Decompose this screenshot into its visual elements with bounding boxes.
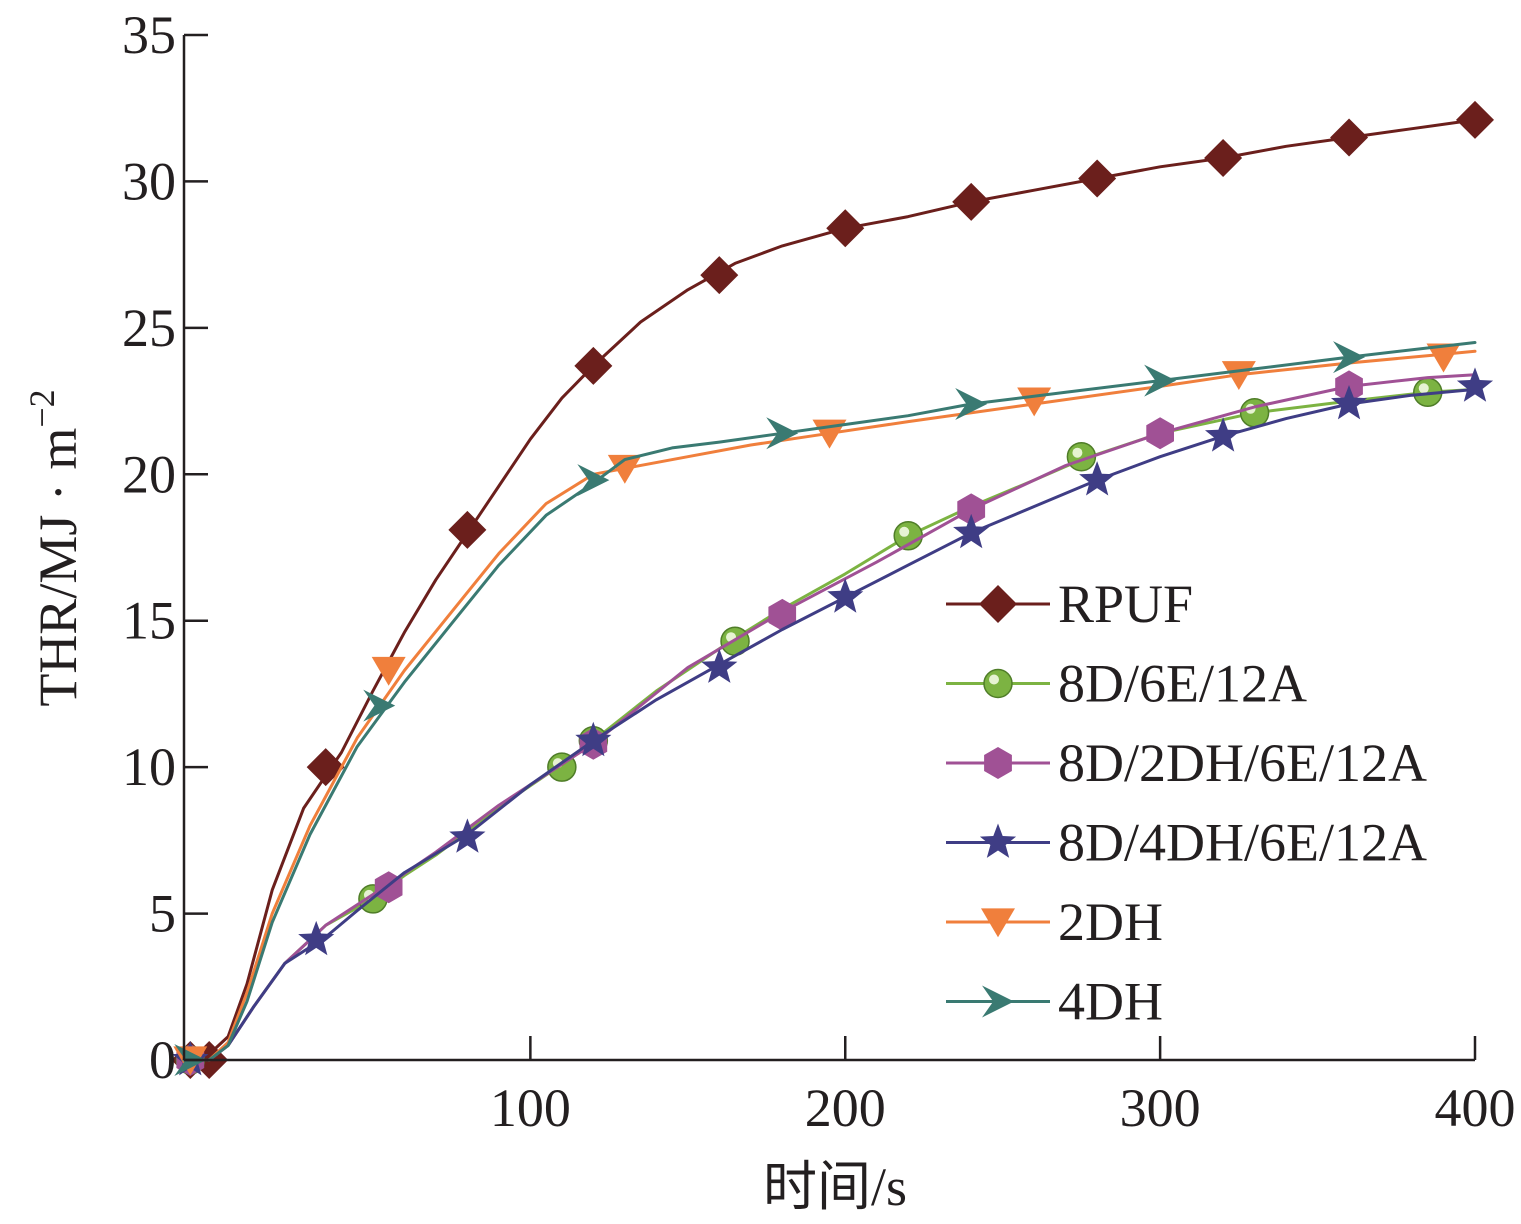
axes	[182, 35, 1475, 1062]
data-point	[574, 346, 613, 385]
y-axis-title: THR/MJ · m−2	[22, 389, 88, 706]
legend-marker	[981, 908, 1015, 938]
y-tick-label: 30	[122, 151, 176, 211]
data-point	[607, 454, 642, 484]
data-point	[1205, 417, 1242, 452]
data-point	[1079, 461, 1116, 496]
y-tick-label: 35	[122, 5, 176, 65]
x-tick-label: 300	[1120, 1078, 1201, 1138]
data-point	[952, 182, 991, 221]
y-tick-label: 0	[149, 1030, 176, 1090]
series-RPUF	[171, 100, 1494, 1079]
series-line	[182, 341, 1477, 1062]
data-point	[1146, 417, 1174, 450]
legend-item: 8D/6E/12A	[946, 654, 1307, 714]
data-point	[1204, 139, 1243, 177]
legend: RPUF 8D/6E/12A 8D/2DH/6E/12A 8D/4DH/6E/12A 2…	[946, 574, 1427, 1032]
y-axis-title-main: THR/MJ · m	[28, 428, 88, 707]
legend-label: 8D/6E/12A	[1058, 654, 1307, 714]
series-line	[182, 387, 1477, 1062]
x-tick-label: 100	[490, 1078, 571, 1138]
legend-label: 4DH	[1058, 972, 1163, 1032]
data-point	[1331, 385, 1368, 420]
legend-marker	[983, 668, 1013, 699]
y-tick-label: 5	[149, 884, 176, 944]
data-point	[768, 598, 797, 631]
legend-marker	[982, 985, 1014, 1018]
data-point	[1144, 364, 1177, 397]
ticks: 0 5 10 15 20 25 30 35 100 200 300 400	[122, 5, 1516, 1138]
legend-label: 8D/2DH/6E/12A	[1058, 733, 1427, 793]
data-point	[700, 256, 739, 295]
data-point	[766, 417, 799, 450]
data-point	[1456, 100, 1494, 139]
legend-label: RPUF	[1058, 574, 1193, 634]
series-layer	[171, 100, 1494, 1079]
data-point	[1333, 341, 1366, 374]
y-axis-title-sup: −2	[22, 389, 62, 427]
legend-item: 2DH	[946, 892, 1163, 952]
x-tick-label: 200	[805, 1078, 886, 1138]
data-point	[1426, 343, 1461, 373]
data-point	[826, 209, 865, 248]
data-point	[371, 656, 406, 686]
legend-label: 8D/4DH/6E/12A	[1058, 813, 1427, 873]
data-point	[701, 648, 738, 683]
legend-item: 4DH	[946, 972, 1163, 1032]
data-point	[448, 510, 487, 549]
x-axis-title: 时间/s	[763, 1157, 907, 1217]
data-point	[577, 464, 610, 497]
legend-item: 8D/4DH/6E/12A	[946, 813, 1427, 873]
data-point	[298, 920, 335, 956]
series-line	[182, 118, 1477, 1062]
y-tick-label: 25	[122, 298, 176, 358]
legend-marker	[984, 747, 1012, 779]
legend-item: RPUF	[946, 574, 1193, 634]
data-point	[1330, 118, 1369, 157]
y-tick-label: 15	[122, 591, 176, 651]
data-point	[575, 721, 612, 757]
x-tick-label: 400	[1435, 1078, 1516, 1138]
data-point	[1078, 159, 1117, 198]
data-point	[955, 388, 988, 420]
series-line	[182, 387, 1477, 1062]
series-8D/2DH/6E/12A	[176, 370, 1477, 1076]
legend-item: 8D/2DH/6E/12A	[946, 733, 1427, 793]
data-point	[363, 689, 396, 722]
legend-marker	[979, 823, 1017, 858]
data-point	[953, 513, 990, 549]
data-point	[449, 818, 486, 853]
data-point	[827, 578, 864, 613]
data-point	[1456, 367, 1494, 402]
y-tick-label: 10	[122, 737, 176, 797]
data-point	[1239, 398, 1270, 428]
legend-label: 2DH	[1058, 892, 1163, 952]
data-point	[957, 493, 986, 526]
y-tick-label: 20	[122, 444, 176, 504]
legend-marker	[979, 585, 1017, 623]
